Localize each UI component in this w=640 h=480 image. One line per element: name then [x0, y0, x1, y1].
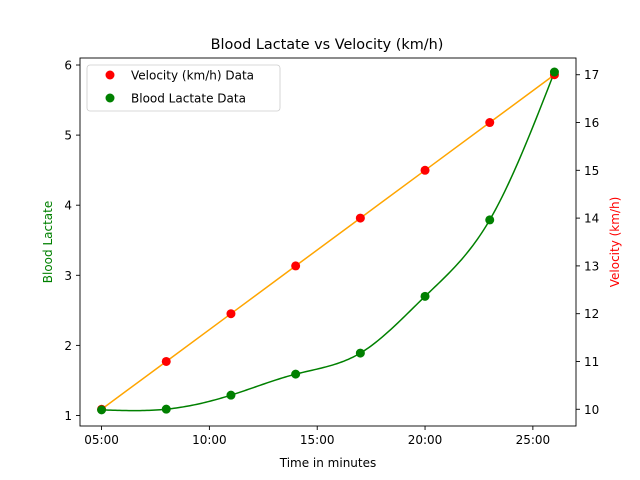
x-tick-label: 20:00	[408, 433, 443, 447]
series-0-point	[355, 213, 365, 223]
x-axis-label: Time in minutes	[279, 456, 377, 470]
series-line-0	[101, 74, 555, 410]
series-1-point	[226, 390, 236, 400]
right-y-tick-label: 11	[584, 355, 599, 369]
series-1-point	[355, 348, 365, 358]
series-0-point	[485, 118, 495, 128]
series-layer	[97, 67, 559, 415]
left-y-axis-ticks: 1 2 3 4 5 6	[64, 59, 80, 423]
left-y-tick-label: 5	[64, 129, 72, 143]
series-1-point	[420, 291, 430, 301]
left-y-tick-label: 3	[64, 269, 72, 283]
x-tick-label: 05:00	[84, 433, 119, 447]
right-y-axis-ticks: 10 11 12 13 14 15 16 17	[576, 68, 599, 417]
legend-marker-lactate	[105, 93, 115, 103]
right-y-tick-label: 13	[584, 259, 599, 273]
series-1-point	[291, 369, 301, 379]
plot-frame	[79, 57, 577, 427]
right-y-axis-label: Velocity (km/h)	[608, 197, 622, 288]
right-y-tick-label: 16	[584, 116, 599, 130]
right-y-tick-label: 14	[584, 212, 599, 226]
series-1-point	[161, 404, 171, 414]
series-0-point	[161, 356, 171, 366]
left-y-tick-label: 2	[64, 339, 72, 353]
right-y-tick-label: 10	[584, 403, 599, 417]
series-0-point	[291, 261, 301, 271]
x-axis-ticks: 05:00 10:00 15:00 20:00 25:00	[84, 426, 550, 447]
right-y-tick-label: 15	[584, 164, 599, 178]
x-tick-label: 15:00	[300, 433, 335, 447]
left-y-tick-label: 6	[64, 59, 72, 73]
right-y-tick-label: 17	[584, 68, 599, 82]
series-1-point	[549, 67, 559, 77]
series-0-point	[420, 165, 430, 175]
chart-title: Blood Lactate vs Velocity (km/h)	[211, 37, 444, 53]
legend-label-velocity: Velocity (km/h) Data	[131, 69, 254, 83]
x-tick-label: 25:00	[516, 433, 551, 447]
series-1-point	[485, 215, 495, 225]
right-y-tick-label: 12	[584, 307, 599, 321]
left-y-tick-label: 1	[64, 409, 72, 423]
series-1-point	[97, 405, 107, 415]
series-line-1	[101, 71, 556, 412]
legend-label-lactate: Blood Lactate Data	[131, 92, 246, 106]
series-0-point	[226, 309, 236, 319]
legend-marker-velocity	[105, 70, 115, 80]
left-y-tick-label: 4	[64, 199, 72, 213]
legend: Velocity (km/h) Data Blood Lactate Data	[86, 64, 281, 112]
left-y-axis-label: Blood Lactate	[41, 201, 55, 283]
x-tick-label: 10:00	[192, 433, 227, 447]
legend-box	[86, 64, 281, 112]
